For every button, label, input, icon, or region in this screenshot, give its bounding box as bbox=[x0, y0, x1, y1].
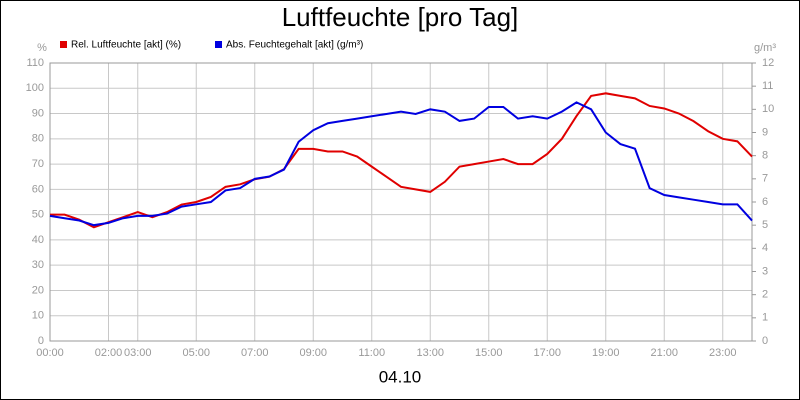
legend-swatch bbox=[60, 41, 67, 48]
y-tick-label: 60 bbox=[32, 183, 44, 195]
y-tick-label: 80 bbox=[32, 133, 44, 145]
y2-tick-label: 1 bbox=[762, 312, 768, 324]
x-tick-label: 19:00 bbox=[592, 347, 620, 359]
y-tick-label: 20 bbox=[32, 284, 44, 296]
x-tick-label: 07:00 bbox=[241, 347, 269, 359]
y2-tick-label: 3 bbox=[762, 265, 768, 277]
y2-tick-label: 9 bbox=[762, 126, 768, 138]
legend-swatch bbox=[215, 41, 222, 48]
y2-tick-label: 7 bbox=[762, 173, 768, 185]
chart-title: Luftfeuchte [pro Tag] bbox=[282, 2, 519, 32]
y2-tick-label: 10 bbox=[762, 103, 774, 115]
plot-border bbox=[49, 62, 753, 342]
x-tick-label: 13:00 bbox=[416, 347, 444, 359]
x-tick-label: 21:00 bbox=[650, 347, 678, 359]
y-tick-label: 50 bbox=[32, 209, 44, 221]
x-tick-label: 15:00 bbox=[475, 347, 503, 359]
y2-tick-label: 6 bbox=[762, 196, 768, 208]
x-tick-label: 09:00 bbox=[299, 347, 327, 359]
x-tick-label: 11:00 bbox=[358, 347, 385, 359]
x-tick-label: 00:00 bbox=[36, 347, 64, 359]
y-tick-label: 110 bbox=[26, 57, 44, 69]
y2-tick-label: 2 bbox=[762, 289, 768, 301]
y2-tick-label: 5 bbox=[762, 219, 768, 231]
y2-tick-label: 4 bbox=[762, 242, 768, 254]
y2-axis-label: g/m³ bbox=[754, 42, 776, 54]
y2-tick-label: 0 bbox=[762, 335, 768, 347]
data-line bbox=[50, 92, 753, 229]
y2-tick-label: 8 bbox=[762, 150, 768, 162]
x-tick-label: 17:00 bbox=[533, 347, 561, 359]
y-tick-label: 90 bbox=[32, 107, 44, 119]
y-tick-label: 0 bbox=[38, 335, 44, 347]
y-axis-label: % bbox=[37, 42, 47, 54]
x-tick-label: 05:00 bbox=[182, 347, 210, 359]
x-tick-label: 23:00 bbox=[709, 347, 737, 359]
y-tick-label: 70 bbox=[32, 158, 44, 170]
data-line bbox=[49, 101, 753, 227]
y-tick-label: 40 bbox=[32, 234, 44, 246]
legend-label: Abs. Feuchtegehalt [akt] (g/m³) bbox=[226, 40, 363, 51]
y-tick-label: 100 bbox=[26, 82, 44, 94]
x-tick-label: 03:00 bbox=[124, 347, 152, 359]
legend-label: Rel. Luftfeuchte [akt] (%) bbox=[71, 40, 181, 51]
y-tick-label: 30 bbox=[32, 259, 44, 271]
y-tick-label: 10 bbox=[32, 310, 44, 322]
y2-tick-label: 11 bbox=[762, 80, 773, 92]
x-axis-label: 04.10 bbox=[379, 367, 422, 386]
y2-tick-label: 12 bbox=[762, 57, 774, 69]
x-tick-label: 02:00 bbox=[95, 347, 123, 359]
